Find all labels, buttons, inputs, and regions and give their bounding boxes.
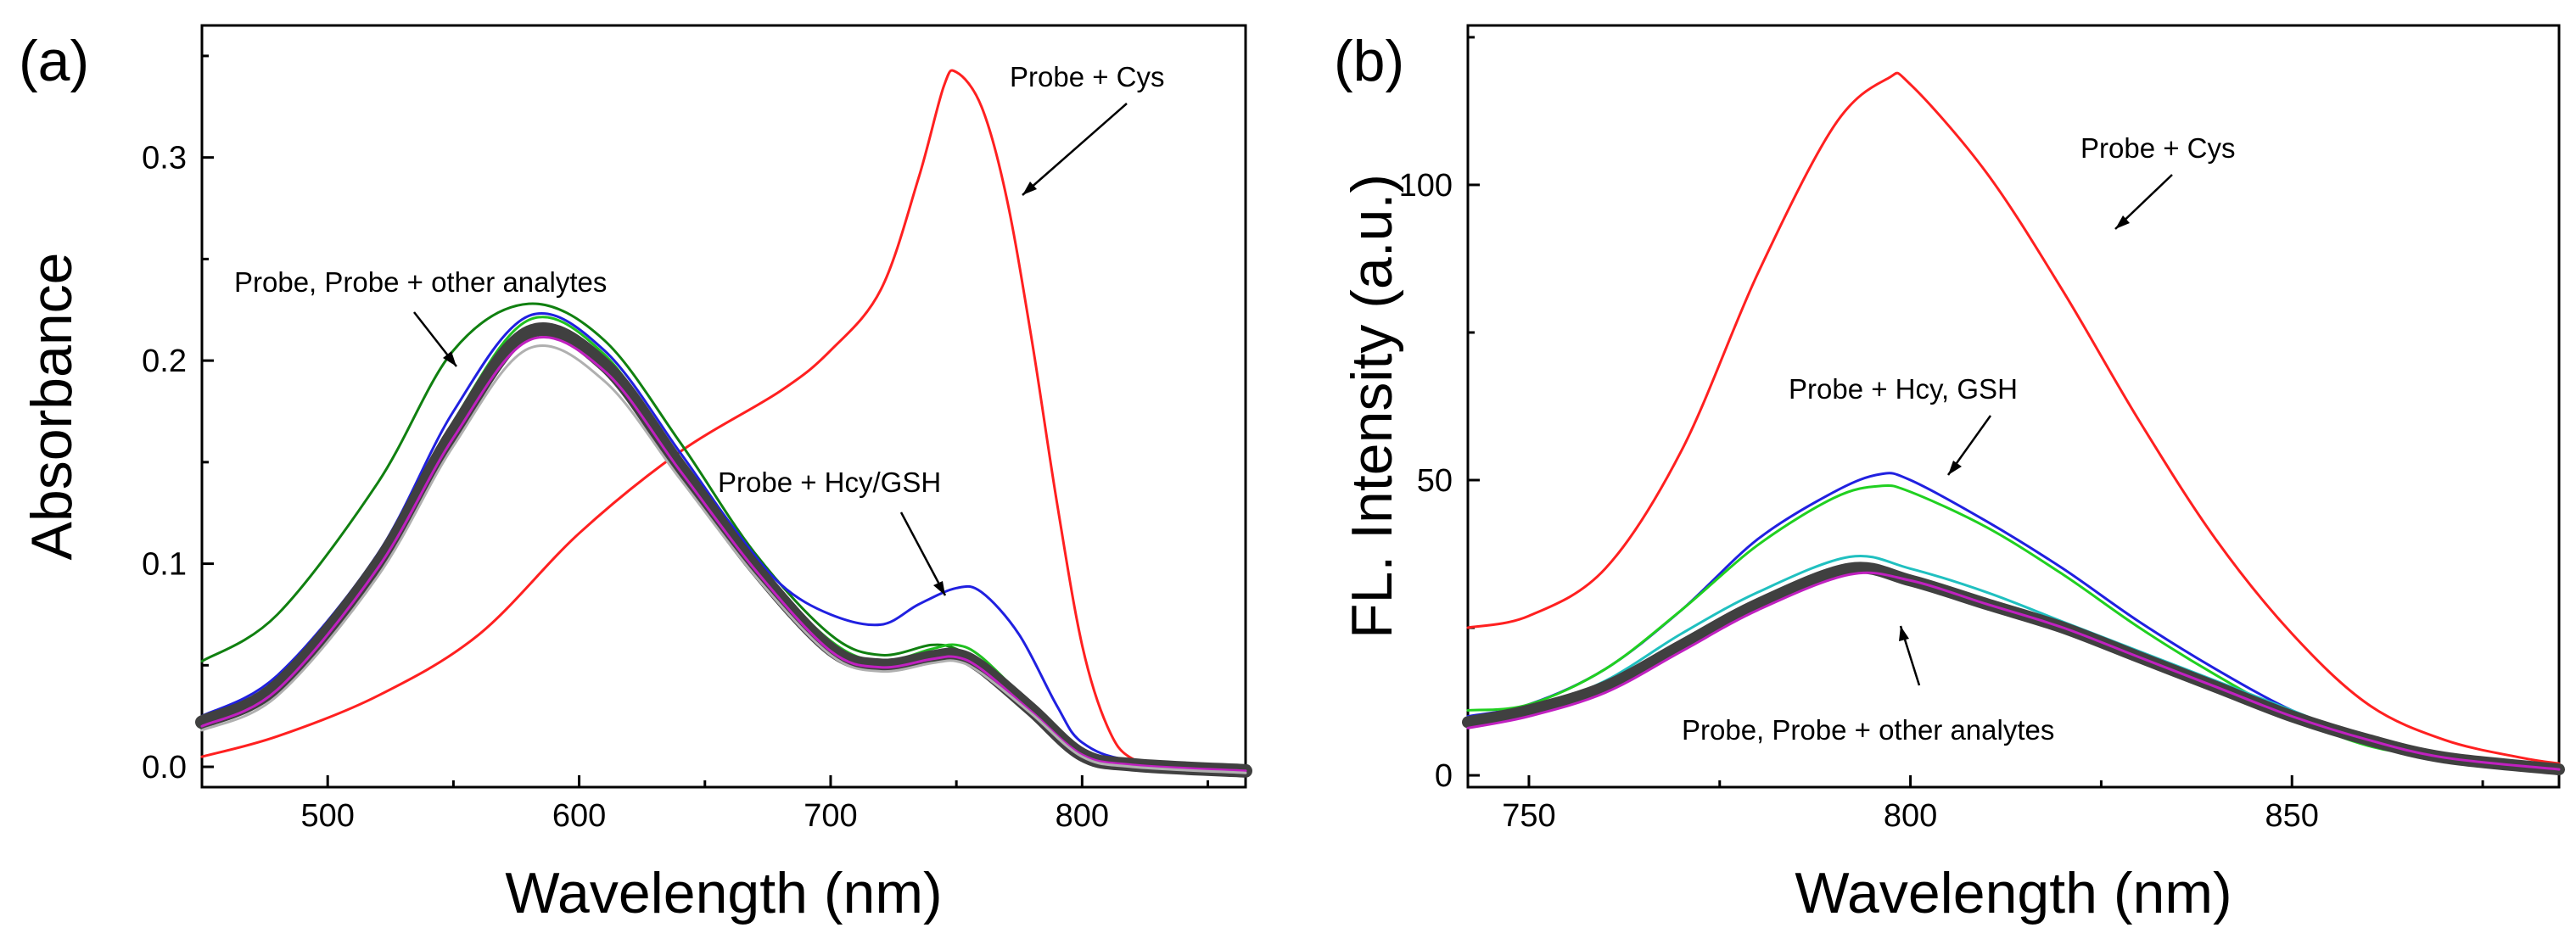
panel-a-x-tick-label: 500 [300,798,354,834]
panel-b-x-axis-title: Wavelength (nm) [1795,861,2232,925]
annotation-b-probe-hcy-gsh-arrowhead [1948,461,1962,475]
annotation-b-probe-cys: Probe + Cys [2080,132,2236,164]
annotation-probe-cys-arrowhead [1022,182,1037,195]
panel-a-y-tick-label: 0.0 [142,750,187,785]
panel-a-series-probe-hcy-gsh [200,311,1247,768]
panel-a-series-probe-hcy-gsh-green [200,316,1247,768]
annotation-b-probe-hcy-gsh: Probe + Hcy, GSH [1789,373,2018,405]
panel-a-y-tick-label: 0.3 [142,141,187,176]
panel-a-y-tick-label: 0.2 [142,344,187,379]
panel-b-x-tick-label: 800 [1884,798,1937,834]
panel-a: (a) 500 600 700 800 0.0 0.1 0.2 0.3 Wavelength … [19,24,1252,925]
panel-a-x-tick-label: 700 [804,798,857,834]
panel-a-series-probe-other-analytes-magenta [200,335,1247,773]
panel-b-plot-frame [1466,24,2561,789]
panel-b-y-tick-label: 100 [1399,168,1453,204]
panel-a-label: (a) [19,29,89,93]
panel-b: (b) 750 800 850 0 50 100 Wavelength (nm) FL. … [1334,24,2565,925]
panel-b-x-tick-label: 750 [1502,798,1555,834]
annotation-probe-cys-arrow [1022,103,1128,196]
panel-a-y-tick-label: 0.1 [142,547,187,583]
annotation-probe-other-analytes: Probe, Probe + other analytes [234,266,607,298]
panel-a-x-axis-title: Wavelength (nm) [505,861,942,925]
annotation-probe-cys: Probe + Cys [1010,61,1165,92]
panel-b-y-tick-label: 50 [1417,463,1453,499]
panel-a-plot-frame [200,24,1247,789]
annotation-probe-other-analytes-arrowhead [443,351,456,366]
panel-a-y-axis-title: Absorbance [20,253,84,561]
annotation-b-probe-cys-arrowhead [2115,215,2130,229]
panel-b-series-probe-other-analytes-magenta [1466,571,2561,771]
annotation-b-probe-other-analytes: Probe, Probe + other analytes [1682,714,2054,746]
panel-a-x-tick-label: 800 [1056,798,1109,834]
panel-b-y-tick-label: 0 [1435,758,1453,794]
panel-b-y-axis-title: FL. Intensity (a.u.) [1340,174,1404,639]
panel-a-series-probe-cys [200,69,1247,769]
annotation-probe-hcy-gsh-arrowhead [933,581,945,595]
panel-a-series-probe-probe-other-analytes [195,322,1252,778]
panel-b-x-tick-label: 850 [2265,798,2319,834]
annotation-b-probe-other-analytes-arrowhead [1899,626,1909,641]
panel-b-label: (b) [1334,29,1404,93]
panel-a-x-tick-label: 600 [552,798,606,834]
annotation-probe-hcy-gsh: Probe + Hcy/GSH [718,467,941,498]
panel-a-series-probe-other-analytes-gray [200,344,1247,774]
annotation-probe-hcy-gsh-arrow [899,511,947,596]
panel-b-series-probe-cys [1466,71,2561,765]
